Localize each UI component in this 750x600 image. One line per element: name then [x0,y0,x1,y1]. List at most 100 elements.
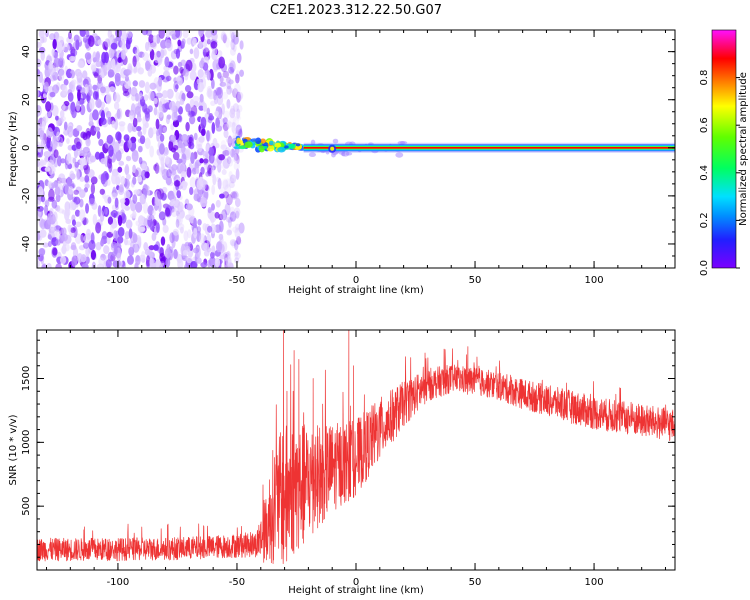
noise-blob [165,30,171,38]
noise-blob [221,209,228,221]
noise-blob [239,69,244,77]
noise-blob [197,219,202,226]
tone-halo-blob [399,140,408,145]
noise-blob [70,48,78,57]
noise-blob [155,118,160,130]
noise-blob [164,39,172,49]
noise-blob [149,221,155,231]
noise-blob [115,30,123,38]
noise-blob [162,224,169,234]
tone-halo-blob [332,138,339,144]
noise-blob [60,255,67,265]
noise-blob [147,105,153,113]
noise-blob [124,165,129,175]
noise-blob [88,197,96,206]
tone-halo-blob [395,152,404,158]
noise-blob [46,127,53,139]
noise-blob [106,179,111,186]
noise-blob [169,100,176,111]
noise-blob [222,122,229,131]
noise-blob [226,250,231,260]
noise-blob [219,220,224,233]
noise-blob [94,151,101,160]
noise-blob [196,137,203,147]
noise-blob [53,149,59,159]
noise-blob [82,70,88,80]
noise-blob [229,87,234,94]
noise-blob [76,253,83,264]
noise-blob [139,194,146,205]
noise-blob [44,166,51,172]
noise-blob [117,215,123,227]
noise-blob [141,30,149,36]
noise-blob [85,30,90,38]
noise-blob [234,257,240,264]
noise-blob [235,192,240,200]
noise-blob [77,89,81,102]
noise-blob [48,60,54,70]
noise-blob [223,110,230,119]
noise-blob [74,161,80,168]
noise-blob [79,176,85,182]
noise-blob [170,208,178,218]
noise-blob [37,205,44,212]
noise-blob [169,232,175,244]
noise-blob [234,197,241,208]
noise-blob [177,201,184,213]
noise-blob [177,223,185,231]
noise-blob [38,248,46,257]
noise-blob [135,201,143,213]
noise-blob [142,115,148,127]
noise-blob [84,175,90,183]
noise-blob [221,32,228,42]
noise-blob [37,160,40,167]
noise-blob [118,160,125,166]
noise-blob [233,31,240,38]
noise-blob [49,207,54,215]
noise-blob [181,153,187,165]
noise-blob [107,196,112,204]
colorbar-tick-label: 0.4 [699,165,710,181]
noise-blob [235,168,240,180]
noise-blob [136,116,142,123]
noise-blob [210,30,218,36]
noise-blob [222,178,229,188]
noise-blob [75,39,80,51]
noise-blob [215,142,220,149]
noise-blob [206,130,210,142]
noise-blob [158,211,166,221]
noise-blob [153,59,159,66]
noise-blob [189,186,194,196]
noise-blob [199,233,206,244]
noise-blob [148,245,155,251]
noise-blob [69,202,77,209]
noise-blob [190,152,195,164]
noise-blob [225,79,232,86]
noise-blob [223,69,228,80]
noise-blob [50,227,58,238]
snr-y-axis: 500 1000 1500 [21,339,675,558]
noise-blob [181,133,189,142]
noise-blob [107,69,115,78]
noise-blob [228,148,233,155]
noise-blob [222,212,230,218]
noise-blob [123,78,131,89]
noise-blob [232,103,239,112]
noise-blob [228,262,234,268]
noise-blob [172,151,180,161]
noise-blob [46,262,52,268]
noise-blob [162,126,167,133]
noise-blob [138,226,146,232]
snr-plot-area [37,330,675,570]
noise-blob [207,90,215,100]
noise-blob [99,210,105,222]
noise-blob [170,134,177,141]
transition-blob [277,146,286,153]
noise-blob [103,245,110,255]
noise-blob [105,110,112,119]
noise-blob [90,249,97,260]
noise-blob [198,40,203,49]
noise-blob [171,111,178,122]
noise-blob [182,249,189,256]
noise-blob [218,213,224,221]
